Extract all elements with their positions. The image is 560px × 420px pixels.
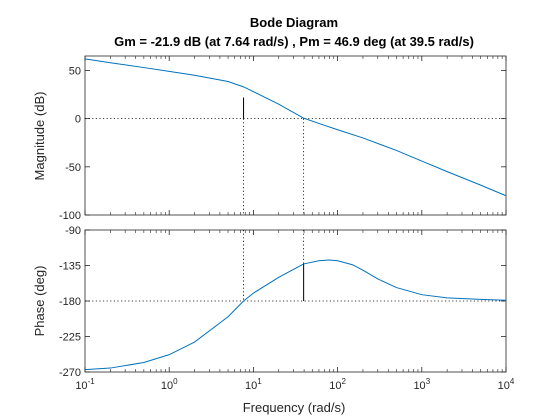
magnitude-y-tick-label: 0	[75, 114, 81, 126]
x-tick-label: 104	[498, 377, 515, 392]
chart-title: Bode Diagram	[250, 15, 338, 30]
phase-y-tick-label: -135	[59, 261, 81, 273]
phase-y-tick-label: -225	[59, 332, 81, 344]
x-tick-label: 101	[245, 377, 262, 392]
chart-subtitle: Gm = -21.9 dB (at 7.64 rad/s) , Pm = 46.…	[114, 34, 474, 49]
magnitude-y-tick-label: -100	[59, 210, 81, 222]
phase-y-axis-label: Phase (deg)	[32, 266, 47, 337]
magnitude-y-tick-label: -50	[65, 162, 81, 174]
x-tick-label: 103	[413, 377, 430, 392]
magnitude-axes-box	[84, 55, 507, 216]
phase-y-tick-label: -270	[59, 367, 81, 379]
phase-axes-box	[84, 229, 507, 373]
x-axis-label: Frequency (rad/s)	[243, 400, 346, 415]
x-tick-label: 10-1	[75, 377, 95, 392]
phase-subplot: -270 -225 -180 -135 -90 10-1 100 101 102 103 104	[59, 225, 515, 392]
magnitude-series-line	[84, 58, 507, 197]
magnitude-y-axis-label: Magnitude (dB)	[32, 92, 47, 181]
phase-series-line	[84, 259, 507, 371]
phase-y-tick-label: -90	[65, 225, 81, 237]
magnitude-y-tick-label: 50	[69, 65, 81, 77]
phase-y-tick-label: -180	[59, 296, 81, 308]
x-tick-label: 102	[329, 377, 346, 392]
magnitude-subplot: -100 -50 0 50	[59, 55, 507, 222]
x-tick-label: 100	[161, 377, 178, 392]
